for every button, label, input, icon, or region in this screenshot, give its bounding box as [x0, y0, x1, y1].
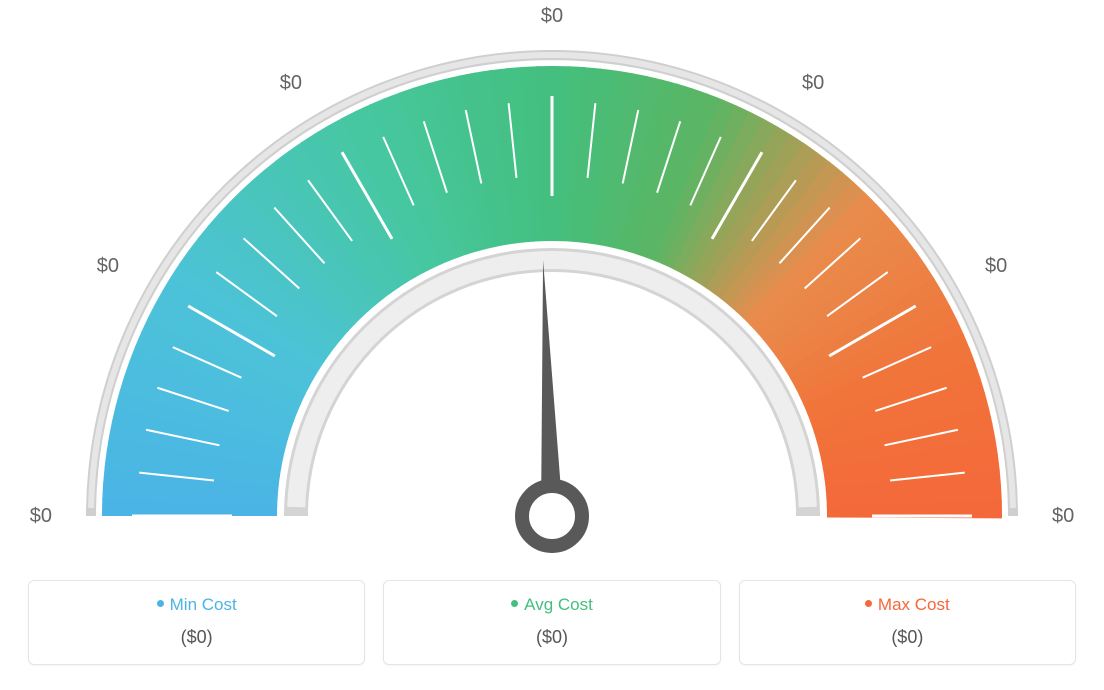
legend-card-min: Min Cost ($0) — [28, 580, 365, 665]
tick-label: $0 — [802, 72, 824, 94]
legend-card-avg: Avg Cost ($0) — [383, 580, 720, 665]
needle-hub — [522, 486, 582, 546]
tick-label: $0 — [1052, 505, 1074, 527]
legend-value-min: ($0) — [39, 627, 354, 648]
dot-max — [865, 600, 872, 607]
legend-title-max: Max Cost — [750, 595, 1065, 615]
legend-card-max: Max Cost ($0) — [739, 580, 1076, 665]
tick-label: $0 — [97, 255, 119, 277]
legend-label-min: Min Cost — [170, 595, 237, 614]
tick-label: $0 — [280, 72, 302, 94]
legend-title-avg: Avg Cost — [394, 595, 709, 615]
cost-gauge: $0 $0 $0 $0 $0 $0 $0 — [0, 0, 1104, 560]
legend-value-avg: ($0) — [394, 627, 709, 648]
tick-label: $0 — [30, 505, 52, 527]
legend-row: Min Cost ($0) Avg Cost ($0) Max Cost ($0… — [28, 580, 1076, 665]
legend-value-max: ($0) — [750, 627, 1065, 648]
gauge-svg: $0 $0 $0 $0 $0 $0 $0 — [0, 0, 1104, 560]
legend-label-avg: Avg Cost — [524, 595, 593, 614]
dot-min — [157, 600, 164, 607]
needle — [541, 260, 563, 516]
tick-label: $0 — [541, 5, 563, 27]
legend-label-max: Max Cost — [878, 595, 950, 614]
dot-avg — [511, 600, 518, 607]
tick-label: $0 — [985, 255, 1007, 277]
legend-title-min: Min Cost — [39, 595, 354, 615]
